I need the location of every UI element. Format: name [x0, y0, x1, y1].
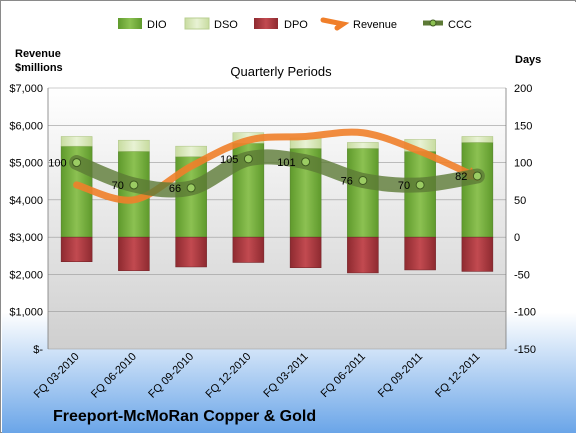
bar-dso — [118, 139, 150, 152]
legend-label-ccc: CCC — [448, 19, 472, 31]
right-axis-title: Days — [515, 54, 541, 66]
legend-swatch-dso — [184, 17, 210, 30]
bar-dpo — [232, 236, 265, 263]
bar-dio — [404, 151, 436, 238]
left-tick-label: $7,000 — [9, 83, 43, 95]
ccc-value-label: 100 — [48, 158, 66, 170]
ccc-value-label: 82 — [455, 171, 467, 183]
ccc-value-label: 70 — [112, 180, 124, 192]
bar-dpo — [461, 236, 494, 272]
bar-dpo — [289, 236, 322, 268]
left-tick-label: $2,000 — [9, 269, 43, 281]
legend-label-dio: DIO — [147, 19, 167, 31]
lines — [69, 128, 485, 204]
ccc-value-label: 66 — [169, 183, 181, 195]
left-axis-ticks: $- $1,000 $2,000 $3,000 $4,000 $5,000 $6,000 $7… — [9, 83, 43, 356]
right-tick-label: -150 — [514, 344, 536, 356]
chart-subtitle: Quarterly Periods — [230, 64, 332, 79]
bar-dso — [60, 136, 93, 147]
bar-dpo — [175, 236, 207, 268]
left-axis-title-line2: $millions — [15, 62, 63, 74]
ccc-point — [301, 157, 311, 167]
legend-label-dso: DSO — [214, 19, 238, 31]
ccc-value-label: 76 — [341, 175, 353, 187]
ccc-value-label: 105 — [220, 154, 238, 166]
ccc-point — [415, 180, 425, 190]
ccc-point — [186, 183, 196, 193]
left-tick-label: $5,000 — [9, 158, 43, 170]
plot-area — [48, 88, 506, 349]
bar-dio — [347, 148, 379, 238]
ccc-line — [69, 149, 485, 198]
bar-dpo — [404, 236, 436, 271]
left-tick-label: $1,000 — [9, 307, 43, 319]
bar-dso — [175, 145, 207, 157]
right-tick-label: -50 — [514, 269, 530, 281]
right-tick-label: 100 — [514, 158, 532, 170]
ccc-labels: 100 70 66 105 101 76 70 82 — [48, 154, 467, 195]
bars — [60, 132, 494, 274]
right-tick-label: 0 — [514, 232, 520, 244]
right-tick-label: 50 — [514, 195, 526, 207]
legend-swatch-dpo — [254, 18, 278, 29]
right-tick-label: 150 — [514, 120, 532, 132]
ccc-point — [129, 180, 139, 190]
company-name: Freeport-McMoRan Copper & Gold — [53, 408, 316, 425]
right-tick-label: -100 — [514, 307, 536, 319]
right-tick-label: 200 — [514, 83, 532, 95]
revenue-line — [73, 128, 481, 204]
legend-label-revenue: Revenue — [353, 19, 397, 31]
ccc-point — [358, 175, 368, 185]
legend-swatch-revenue — [320, 17, 350, 31]
left-tick-label: $3,000 — [9, 232, 43, 244]
left-tick-label: $6,000 — [9, 120, 43, 132]
right-axis-ticks: -150 -100 -50 0 50 100 150 200 — [514, 83, 536, 356]
ccc-value-label: 70 — [398, 180, 410, 192]
left-tick-label: $- — [33, 344, 43, 356]
legend-label-dpo: DPO — [284, 19, 308, 31]
bar-dio — [461, 142, 494, 238]
left-tick-label: $4,000 — [9, 195, 43, 207]
left-axis-title-line1: Revenue — [15, 48, 61, 60]
bar-dpo — [347, 236, 379, 274]
bar-dso — [461, 136, 494, 143]
ccc-point — [472, 171, 482, 181]
legend: DIO DSO DPO Revenue CCC — [118, 17, 472, 31]
bar-dpo — [118, 236, 150, 271]
legend-marker-ccc — [429, 19, 437, 27]
ccc-point — [243, 154, 253, 164]
ccc-point — [72, 158, 82, 168]
bar-dso — [347, 142, 379, 149]
ccc-value-label: 101 — [277, 157, 295, 169]
legend-swatch-dio — [118, 18, 142, 29]
bar-dpo — [60, 236, 93, 263]
